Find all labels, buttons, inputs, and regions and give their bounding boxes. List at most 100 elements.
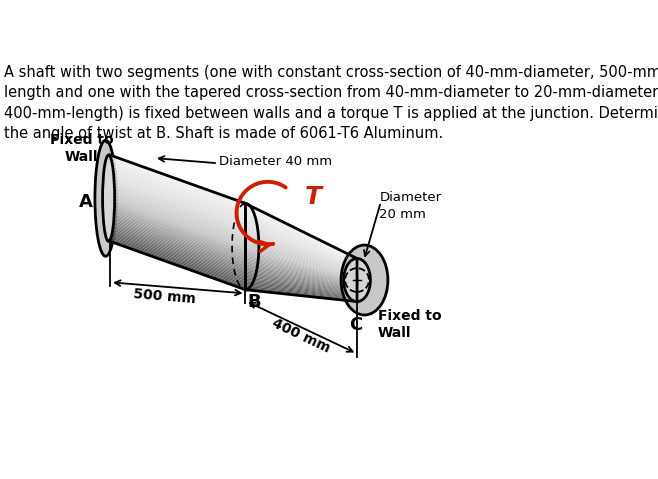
Polygon shape bbox=[245, 225, 357, 270]
Ellipse shape bbox=[95, 140, 116, 256]
Polygon shape bbox=[110, 210, 245, 260]
Polygon shape bbox=[245, 229, 357, 272]
Text: Diameter
20 mm: Diameter 20 mm bbox=[380, 191, 442, 221]
Text: Fixed to
Wall: Fixed to Wall bbox=[378, 309, 442, 341]
Polygon shape bbox=[110, 187, 245, 237]
Polygon shape bbox=[110, 213, 245, 262]
Polygon shape bbox=[245, 254, 357, 285]
Polygon shape bbox=[245, 268, 357, 292]
Polygon shape bbox=[110, 231, 245, 281]
Polygon shape bbox=[110, 200, 245, 250]
Text: Fixed to
Wall: Fixed to Wall bbox=[50, 133, 114, 164]
Polygon shape bbox=[245, 208, 357, 262]
Polygon shape bbox=[110, 203, 245, 252]
Polygon shape bbox=[110, 185, 245, 235]
Polygon shape bbox=[245, 245, 357, 280]
Polygon shape bbox=[110, 236, 245, 285]
Polygon shape bbox=[110, 224, 245, 274]
Polygon shape bbox=[110, 207, 245, 257]
Polygon shape bbox=[245, 284, 357, 299]
Polygon shape bbox=[110, 170, 245, 219]
Polygon shape bbox=[245, 232, 357, 274]
Polygon shape bbox=[110, 171, 245, 221]
Polygon shape bbox=[110, 194, 245, 244]
Polygon shape bbox=[245, 275, 357, 295]
Polygon shape bbox=[110, 240, 245, 290]
Polygon shape bbox=[245, 251, 357, 283]
Polygon shape bbox=[245, 217, 357, 266]
Polygon shape bbox=[245, 227, 357, 271]
Polygon shape bbox=[245, 277, 357, 296]
Polygon shape bbox=[110, 216, 245, 265]
Polygon shape bbox=[110, 214, 245, 264]
Polygon shape bbox=[245, 215, 357, 265]
Polygon shape bbox=[245, 238, 357, 276]
Polygon shape bbox=[110, 161, 245, 211]
Polygon shape bbox=[245, 278, 357, 297]
Polygon shape bbox=[110, 178, 245, 228]
Polygon shape bbox=[110, 239, 245, 288]
Polygon shape bbox=[110, 211, 245, 261]
Polygon shape bbox=[245, 206, 357, 261]
Text: A shaft with two segments (one with constant cross-section of 40-mm-diameter, 50: A shaft with two segments (one with cons… bbox=[5, 65, 658, 141]
Polygon shape bbox=[245, 264, 357, 289]
Polygon shape bbox=[245, 255, 357, 285]
Polygon shape bbox=[110, 205, 245, 255]
Polygon shape bbox=[110, 223, 245, 273]
Polygon shape bbox=[110, 198, 245, 248]
Polygon shape bbox=[245, 209, 357, 262]
Polygon shape bbox=[245, 274, 357, 295]
Ellipse shape bbox=[343, 259, 370, 302]
Polygon shape bbox=[110, 204, 245, 254]
Text: T: T bbox=[305, 185, 322, 209]
Polygon shape bbox=[110, 162, 245, 212]
Polygon shape bbox=[110, 158, 245, 208]
Ellipse shape bbox=[103, 155, 114, 241]
Polygon shape bbox=[110, 190, 245, 240]
Polygon shape bbox=[245, 265, 357, 290]
Polygon shape bbox=[245, 271, 357, 293]
Polygon shape bbox=[245, 231, 357, 273]
Polygon shape bbox=[110, 218, 245, 268]
Polygon shape bbox=[110, 165, 245, 215]
Polygon shape bbox=[110, 227, 245, 277]
Polygon shape bbox=[110, 167, 245, 217]
Polygon shape bbox=[110, 217, 245, 267]
Polygon shape bbox=[110, 228, 245, 278]
Polygon shape bbox=[245, 248, 357, 282]
Text: A: A bbox=[80, 193, 93, 211]
Polygon shape bbox=[110, 233, 245, 283]
Polygon shape bbox=[245, 241, 357, 278]
Polygon shape bbox=[110, 234, 245, 284]
Polygon shape bbox=[245, 221, 357, 268]
Polygon shape bbox=[110, 226, 245, 275]
Polygon shape bbox=[245, 283, 357, 299]
Polygon shape bbox=[110, 174, 245, 224]
Polygon shape bbox=[110, 157, 245, 206]
Text: Diameter 40 mm: Diameter 40 mm bbox=[219, 155, 332, 168]
Polygon shape bbox=[110, 160, 245, 209]
Polygon shape bbox=[110, 184, 245, 234]
Polygon shape bbox=[110, 201, 245, 251]
Polygon shape bbox=[245, 287, 357, 301]
Polygon shape bbox=[245, 204, 357, 259]
Polygon shape bbox=[245, 252, 357, 284]
Polygon shape bbox=[245, 228, 357, 272]
Polygon shape bbox=[110, 197, 245, 247]
Polygon shape bbox=[245, 211, 357, 263]
Polygon shape bbox=[110, 191, 245, 241]
Polygon shape bbox=[110, 220, 245, 270]
Polygon shape bbox=[245, 218, 357, 266]
Polygon shape bbox=[245, 285, 357, 300]
Polygon shape bbox=[110, 155, 245, 205]
Polygon shape bbox=[110, 208, 245, 258]
Polygon shape bbox=[110, 237, 245, 287]
Polygon shape bbox=[245, 258, 357, 286]
Polygon shape bbox=[245, 237, 357, 276]
Polygon shape bbox=[245, 281, 357, 298]
Polygon shape bbox=[245, 219, 357, 267]
Polygon shape bbox=[110, 172, 245, 222]
Polygon shape bbox=[110, 188, 245, 238]
Text: B: B bbox=[247, 294, 261, 311]
Polygon shape bbox=[245, 270, 357, 292]
